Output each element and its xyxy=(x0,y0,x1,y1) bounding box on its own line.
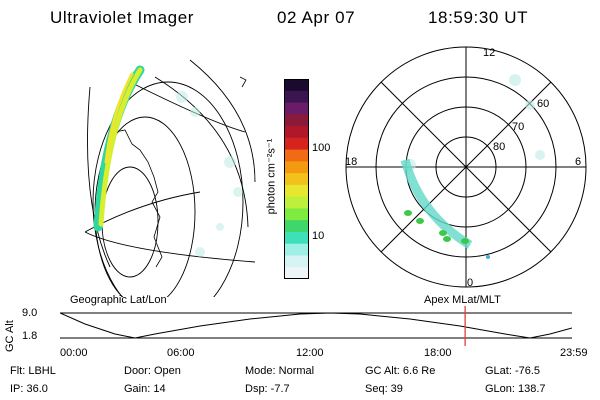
info-door: Door: Open xyxy=(124,365,181,377)
coastline xyxy=(114,129,163,268)
timeline-xtick-1: 06:00 xyxy=(167,347,195,359)
polar-mlt-panel xyxy=(345,46,587,288)
info-mode: Mode: Normal xyxy=(245,365,315,377)
timeline-xtick-3: 18:00 xyxy=(424,347,452,359)
coastline xyxy=(239,76,247,88)
colorbar-stripe xyxy=(284,149,309,162)
info-gain: Gain: 14 xyxy=(124,383,166,395)
colorbar-stripe xyxy=(284,231,309,245)
grid-line xyxy=(189,59,256,183)
polar-lat-70: 70 xyxy=(512,121,525,133)
polar-diagonal xyxy=(380,81,552,253)
colorbar-stripe xyxy=(284,126,309,139)
grid-line xyxy=(129,81,246,133)
timeline-ymin: 1.8 xyxy=(22,330,38,342)
colorbar-tick-10: 10 xyxy=(312,230,325,242)
info-dsp: Dsp: -7.7 xyxy=(245,383,290,395)
colorbar-stripe xyxy=(284,267,309,279)
grid-line xyxy=(84,231,256,263)
colorbar-stripe xyxy=(284,255,309,268)
polar-lat-80: 80 xyxy=(493,141,506,153)
polar-hour-18: 18 xyxy=(345,156,358,168)
colorbar-stripe xyxy=(284,137,309,151)
info-ip: IP: 36.0 xyxy=(10,383,48,395)
geographic-caption: Geographic Lat/Lon xyxy=(70,294,167,306)
polar-hour-6: 6 xyxy=(575,156,582,168)
colorbar-stripe xyxy=(284,220,309,233)
colorbar-stripe xyxy=(284,196,309,209)
polar-lat-60: 60 xyxy=(537,98,550,110)
grid-line xyxy=(92,81,244,297)
colorbar-stripe xyxy=(284,208,309,221)
grid-line xyxy=(154,76,249,228)
aurora-arc-core xyxy=(104,72,134,164)
info-seq: Seq: 39 xyxy=(365,383,403,395)
info-glon: GLon: 138.7 xyxy=(485,383,546,395)
instrument-title: Ultraviolet Imager xyxy=(50,8,195,27)
colorbar-stripe xyxy=(284,243,309,256)
colorbar-stripe xyxy=(284,161,309,174)
timeline-plot xyxy=(60,306,572,346)
apex-caption: Apex MLat/MLT xyxy=(424,294,501,306)
colorbar-border xyxy=(284,79,309,279)
timeline-xtick-0: 00:00 xyxy=(60,347,88,359)
grid-line xyxy=(101,166,159,278)
colorbar-stripe xyxy=(284,90,309,104)
colorbar-stripe xyxy=(284,173,309,186)
timeline-yaxis-label: GC Alt xyxy=(4,320,16,352)
info-glat: GLat: -76.5 xyxy=(485,365,541,377)
info-filter: Flt: LBHL xyxy=(10,365,56,377)
polar-hour-0: 0 xyxy=(467,277,474,289)
colorbar-stripe xyxy=(284,114,309,127)
timeline-xtick-2: 12:00 xyxy=(296,347,324,359)
colorbar xyxy=(284,79,309,279)
time-label: 18:59:30 UT xyxy=(428,8,529,27)
aurora-oval xyxy=(400,158,473,249)
colorbar-stripe xyxy=(284,184,309,198)
polar-hour-12: 12 xyxy=(483,47,496,59)
grid-line xyxy=(87,86,111,268)
colorbar-tick-100: 100 xyxy=(312,142,331,154)
timeline-xtick-4: 23:59 xyxy=(560,347,588,359)
date-label: 02 Apr 07 xyxy=(277,8,356,27)
colorbar-unit-label: photon cm⁻²s⁻¹ xyxy=(265,138,278,215)
aurora-arc-inner xyxy=(98,67,143,227)
timeline-ymax: 9.0 xyxy=(22,307,38,319)
altitude-curve xyxy=(60,312,572,339)
colorbar-stripe xyxy=(284,102,309,115)
info-gc-alt: GC Alt: 6.6 Re xyxy=(365,365,436,377)
colorbar-stripe xyxy=(284,79,309,92)
geographic-image-panel xyxy=(84,59,256,297)
